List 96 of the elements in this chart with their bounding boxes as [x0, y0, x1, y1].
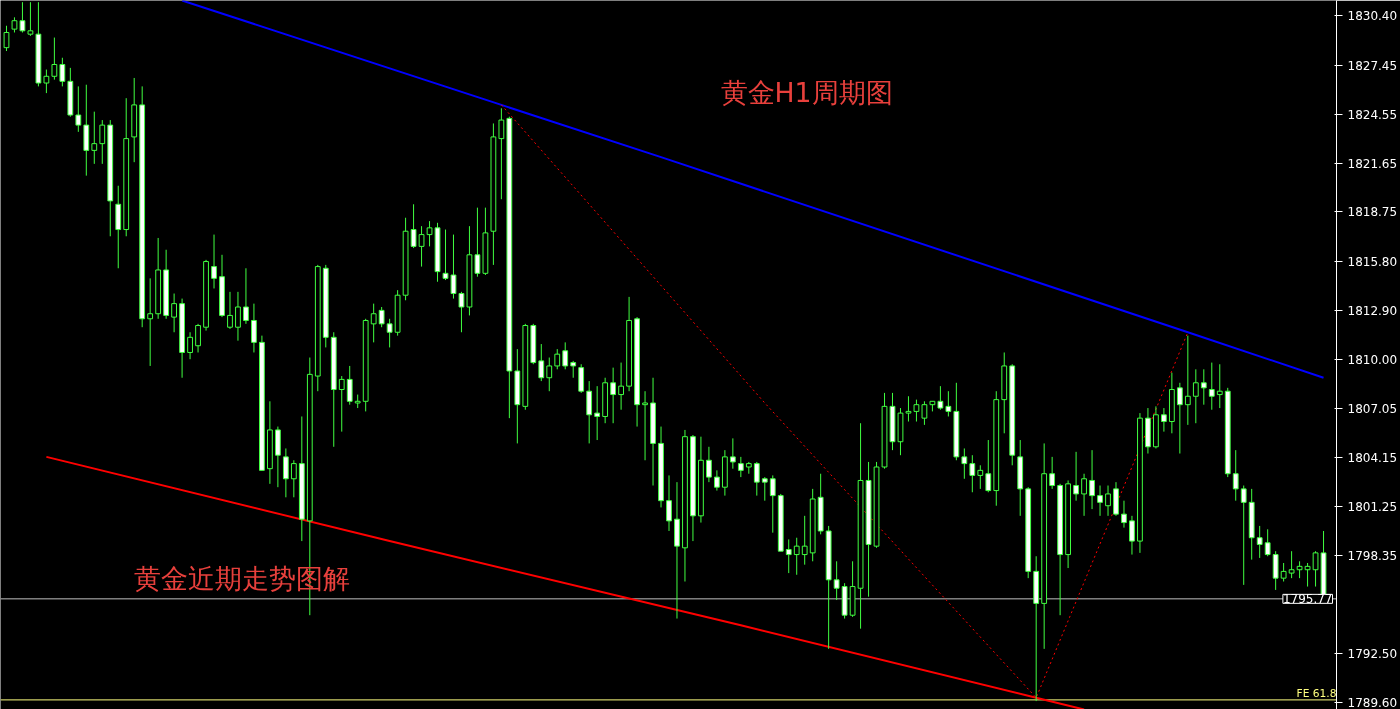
y-tick-label: 1798.35	[1347, 548, 1398, 563]
candlestick	[618, 362, 624, 411]
annotation: 黄金H1周期图	[720, 77, 893, 108]
y-tick-label: 1824.55	[1347, 107, 1398, 122]
candlestick	[147, 277, 154, 367]
candlestick	[761, 476, 768, 502]
candlestick	[538, 343, 545, 382]
candlestick	[937, 385, 944, 411]
candlestick	[51, 37, 58, 81]
candlestick	[785, 538, 792, 574]
candlestick	[642, 390, 648, 461]
candlestick	[1184, 335, 1191, 426]
candlestick	[1264, 528, 1271, 557]
y-tick-label: 1812.90	[1347, 303, 1398, 318]
ref-line-label: 1795.77	[1282, 592, 1333, 607]
candlestick	[1129, 515, 1135, 556]
candlestick	[91, 111, 98, 165]
candlestick	[753, 461, 760, 497]
y-tick-label: 1804.15	[1347, 451, 1398, 466]
candlestick	[1081, 473, 1087, 517]
candlestick	[610, 367, 617, 424]
candlestick	[1232, 449, 1239, 502]
line-series	[181, 0, 1325, 379]
candlestick	[961, 447, 968, 480]
candlestick	[1200, 368, 1207, 406]
candlestick	[562, 341, 569, 370]
candlestick	[1304, 562, 1311, 588]
candlestick	[211, 234, 217, 289]
y-tick-label: 1792.50	[1347, 647, 1398, 662]
candlestick	[969, 454, 976, 493]
candlestick	[99, 119, 106, 165]
candlestick	[985, 439, 992, 493]
candlestick	[195, 323, 201, 353]
candlestick	[251, 303, 257, 353]
candlestick	[410, 203, 417, 249]
y-tick-label: 1810.00	[1347, 352, 1398, 367]
y-tick-label: 1830.40	[1347, 9, 1398, 24]
y-tick-label: 1789.60	[1347, 696, 1398, 709]
candlestick	[546, 357, 553, 392]
candlestick	[833, 560, 840, 601]
y-tick-label: 1815.80	[1347, 255, 1398, 270]
candlestick	[187, 331, 193, 360]
candlestick	[1105, 485, 1111, 517]
y-tick-label: 1821.65	[1347, 156, 1398, 171]
candlestick	[171, 293, 178, 333]
candlestick	[737, 456, 744, 478]
candlestick	[378, 306, 385, 328]
candlestick	[243, 267, 249, 325]
candlestick	[75, 85, 82, 133]
candlestick	[578, 363, 585, 394]
candlestick	[714, 469, 720, 492]
candlestick	[43, 69, 50, 94]
candlestick	[977, 464, 984, 490]
candlestick	[793, 537, 800, 576]
candlestick	[3, 25, 10, 52]
candlestick	[706, 446, 712, 483]
candlestick	[1240, 485, 1247, 586]
candlestick	[338, 375, 345, 433]
candlestick	[1256, 525, 1263, 559]
candlestick	[1121, 500, 1127, 529]
candlestick	[1192, 368, 1199, 424]
candlestick	[1216, 363, 1223, 409]
candlestick	[1089, 449, 1095, 510]
candlestick	[921, 400, 928, 426]
candlestick	[282, 447, 289, 498]
candlestick	[1073, 451, 1079, 502]
candlestick	[474, 207, 481, 278]
candlestick	[1272, 550, 1279, 591]
candlestick	[666, 474, 672, 532]
candlestick	[1161, 407, 1167, 433]
candlestick	[729, 437, 736, 470]
candlestick	[59, 57, 66, 87]
candlestick	[1049, 456, 1056, 490]
candlestick	[1208, 362, 1215, 411]
candlestick	[290, 459, 297, 498]
candlestick	[554, 348, 561, 370]
candlestick	[370, 303, 377, 343]
candlestick	[594, 385, 601, 441]
y-tick-label: 1818.75	[1347, 205, 1398, 220]
y-tick-label: 1827.45	[1347, 58, 1398, 73]
candlestick	[801, 515, 808, 566]
candlestick	[498, 107, 505, 200]
candlestick	[235, 291, 241, 342]
candlestick	[386, 318, 393, 348]
candlestick	[346, 365, 353, 406]
candlestick	[1280, 562, 1287, 583]
y-tick-label: 1807.05	[1347, 402, 1398, 417]
candlestick	[1288, 550, 1295, 579]
candlestick	[586, 380, 593, 444]
candlestick	[1176, 382, 1183, 455]
candlestick	[769, 474, 776, 534]
ref-line-label: FE 61.8	[1296, 686, 1337, 700]
candlestick	[227, 291, 233, 330]
y-tick-label: 1801.25	[1347, 500, 1398, 515]
candlestick	[945, 390, 952, 417]
candlestick	[1097, 485, 1103, 517]
